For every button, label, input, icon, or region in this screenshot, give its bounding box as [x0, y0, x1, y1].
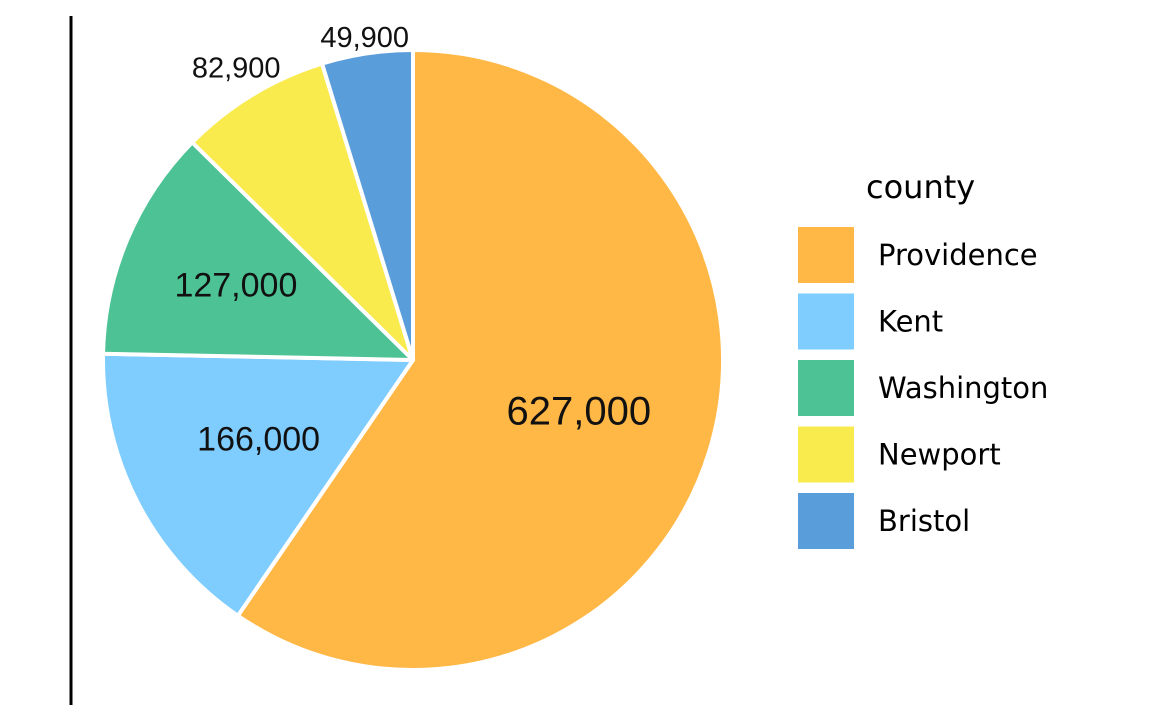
pie-slice-providence	[235, 48, 725, 672]
slice-value-label-kent: 166,000	[197, 420, 320, 458]
pie-slice-washington	[101, 140, 415, 362]
legend: county Providence Kent Washington Newport Br…	[798, 168, 1048, 549]
legend-label-bristol: Bristol	[878, 504, 970, 538]
legend-items: Providence Kent Washington Newport Bristol	[798, 227, 1048, 549]
legend-title: county	[866, 168, 975, 206]
pie-slice-newport	[190, 61, 415, 362]
slice-value-label-providence: 627,000	[507, 389, 652, 433]
pie-value-labels: 627,000 166,000 127,000 82,900 49,900	[174, 22, 651, 458]
legend-swatch-newport	[798, 426, 854, 483]
pie-slice-kent	[101, 351, 415, 618]
legend-swatch-providence	[798, 227, 854, 283]
pie-slices	[101, 48, 725, 672]
pie-slice-bristol	[320, 48, 415, 362]
legend-label-providence: Providence	[878, 238, 1038, 272]
slice-value-label-newport: 82,900	[192, 52, 281, 84]
slice-value-label-washington: 127,000	[174, 266, 297, 304]
legend-label-newport: Newport	[878, 438, 1001, 472]
legend-swatch-bristol	[798, 493, 854, 549]
legend-swatch-kent	[798, 293, 854, 350]
slice-value-label-bristol: 49,900	[320, 22, 409, 54]
legend-label-kent: Kent	[878, 305, 943, 339]
legend-label-washington: Washington	[878, 371, 1048, 405]
legend-swatch-washington	[798, 360, 854, 416]
